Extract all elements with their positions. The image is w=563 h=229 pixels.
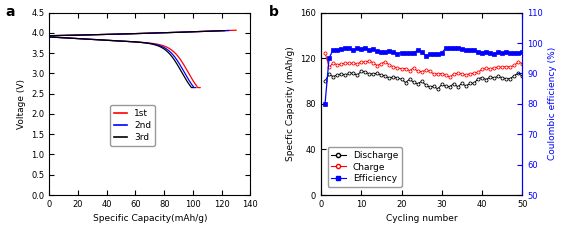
- Y-axis label: Coulombic efficiency (%): Coulombic efficiency (%): [548, 47, 557, 161]
- Y-axis label: Specfic Capacity (mAh/g): Specfic Capacity (mAh/g): [285, 46, 294, 161]
- Text: a: a: [5, 5, 15, 19]
- Text: b: b: [269, 5, 279, 19]
- Legend: 1st, 2nd, 3rd: 1st, 2nd, 3rd: [110, 105, 155, 146]
- Y-axis label: Voltage (V): Voltage (V): [16, 79, 25, 129]
- Legend: Discharge, Charge, Efficiency: Discharge, Charge, Efficiency: [328, 147, 402, 187]
- X-axis label: Specific Capacity(mAh/g): Specific Capacity(mAh/g): [92, 214, 207, 224]
- X-axis label: Cycling number: Cycling number: [386, 214, 458, 224]
